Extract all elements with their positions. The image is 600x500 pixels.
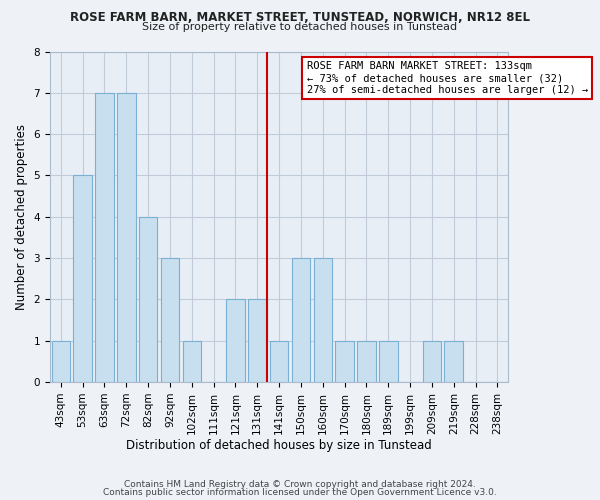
Bar [292,258,310,382]
Bar [182,341,201,382]
Bar [117,93,136,382]
Bar [95,93,114,382]
Text: Contains HM Land Registry data © Crown copyright and database right 2024.: Contains HM Land Registry data © Crown c… [124,480,476,489]
Bar [445,341,463,382]
Bar [226,300,245,382]
Text: Size of property relative to detached houses in Tunstead: Size of property relative to detached ho… [142,22,458,32]
Bar [52,341,70,382]
Text: Contains public sector information licensed under the Open Government Licence v3: Contains public sector information licen… [103,488,497,497]
Bar [270,341,289,382]
Bar [335,341,354,382]
Text: ROSE FARM BARN MARKET STREET: 133sqm
← 73% of detached houses are smaller (32)
2: ROSE FARM BARN MARKET STREET: 133sqm ← 7… [307,62,588,94]
X-axis label: Distribution of detached houses by size in Tunstead: Distribution of detached houses by size … [126,440,432,452]
Bar [357,341,376,382]
Y-axis label: Number of detached properties: Number of detached properties [15,124,28,310]
Bar [139,217,157,382]
Bar [379,341,398,382]
Bar [161,258,179,382]
Bar [314,258,332,382]
Bar [73,176,92,382]
Bar [248,300,266,382]
Text: ROSE FARM BARN, MARKET STREET, TUNSTEAD, NORWICH, NR12 8EL: ROSE FARM BARN, MARKET STREET, TUNSTEAD,… [70,11,530,24]
Bar [422,341,441,382]
